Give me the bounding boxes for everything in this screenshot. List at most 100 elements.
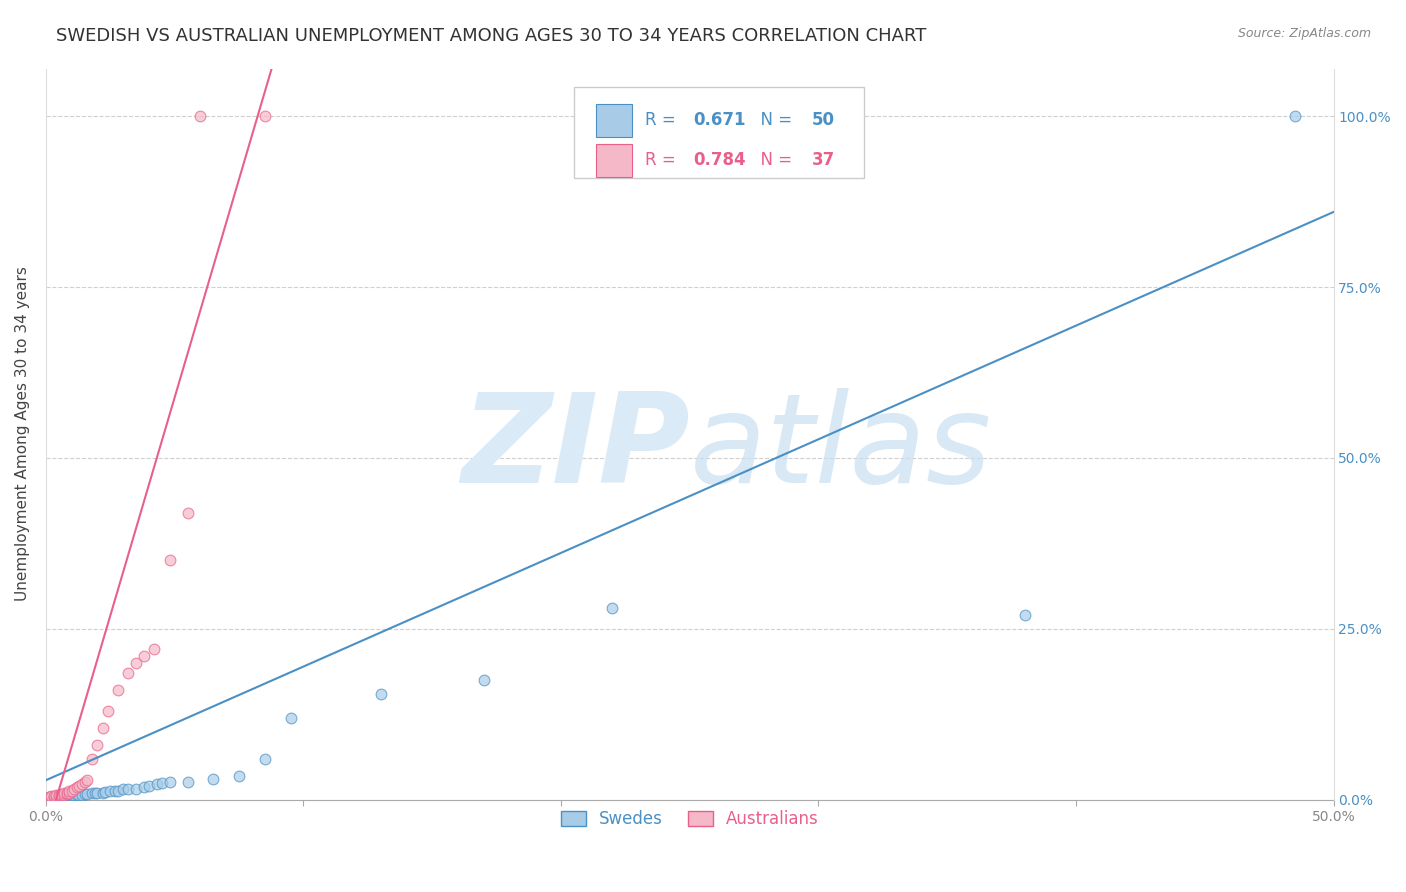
- Point: [39, 791, 62, 805]
- Point: [60, 788, 83, 802]
- Point: [45, 790, 67, 805]
- Point: [51, 789, 73, 803]
- Point: [132, 780, 155, 795]
- Point: [53, 786, 76, 800]
- Point: [176, 506, 198, 520]
- Point: [107, 783, 129, 797]
- Point: [48, 789, 70, 803]
- Point: [86, 738, 108, 752]
- Point: [125, 656, 148, 670]
- Point: [63, 782, 86, 797]
- Point: [94, 785, 117, 799]
- Point: [159, 553, 181, 567]
- Text: 50: 50: [813, 112, 835, 129]
- Text: R =: R =: [645, 112, 681, 129]
- Text: N =: N =: [751, 112, 797, 129]
- Point: [58, 788, 80, 802]
- Point: [63, 789, 86, 803]
- Point: [76, 787, 98, 801]
- Point: [58, 789, 80, 803]
- Text: N =: N =: [751, 152, 797, 169]
- Point: [176, 775, 198, 789]
- Point: [51, 789, 73, 804]
- Point: [602, 601, 624, 615]
- Point: [117, 666, 139, 681]
- Point: [86, 786, 108, 800]
- Point: [117, 781, 139, 796]
- Point: [45, 789, 67, 803]
- Text: 37: 37: [813, 152, 835, 169]
- Point: [48, 789, 70, 803]
- Point: [228, 769, 250, 783]
- Point: [53, 789, 76, 804]
- Y-axis label: Unemployment Among Ages 30 to 34 years: Unemployment Among Ages 30 to 34 years: [15, 267, 30, 601]
- Point: [45, 789, 67, 804]
- Point: [280, 710, 302, 724]
- Text: R =: R =: [645, 152, 681, 169]
- Point: [38, 790, 60, 805]
- Point: [58, 786, 80, 800]
- Point: [145, 777, 167, 791]
- Legend: Swedes, Australians: Swedes, Australians: [554, 804, 825, 835]
- Point: [53, 788, 76, 802]
- Point: [104, 783, 127, 797]
- Point: [159, 775, 181, 789]
- Point: [138, 779, 160, 793]
- Point: [253, 109, 276, 123]
- Point: [83, 786, 105, 800]
- Point: [70, 777, 93, 791]
- Point: [39, 790, 62, 805]
- Point: [1014, 608, 1036, 623]
- Point: [107, 683, 129, 698]
- Point: [73, 787, 96, 801]
- FancyBboxPatch shape: [574, 87, 863, 178]
- FancyBboxPatch shape: [596, 103, 631, 136]
- Point: [202, 772, 225, 786]
- Point: [91, 721, 114, 735]
- Point: [370, 687, 392, 701]
- Point: [150, 776, 173, 790]
- Point: [48, 789, 70, 803]
- Point: [66, 780, 89, 795]
- Point: [69, 779, 91, 793]
- Point: [91, 786, 114, 800]
- Point: [42, 789, 65, 804]
- Point: [112, 782, 135, 797]
- Text: 0.671: 0.671: [693, 112, 747, 129]
- Point: [69, 788, 91, 802]
- Point: [73, 775, 96, 789]
- Point: [253, 751, 276, 765]
- Point: [39, 789, 62, 803]
- Point: [97, 704, 120, 718]
- Point: [55, 789, 77, 803]
- Point: [55, 786, 77, 800]
- Point: [51, 789, 73, 803]
- Text: SWEDISH VS AUSTRALIAN UNEMPLOYMENT AMONG AGES 30 TO 34 YEARS CORRELATION CHART: SWEDISH VS AUSTRALIAN UNEMPLOYMENT AMONG…: [56, 27, 927, 45]
- Point: [45, 789, 67, 803]
- Point: [66, 789, 89, 803]
- Point: [82, 786, 104, 800]
- Point: [42, 789, 65, 804]
- Text: Source: ZipAtlas.com: Source: ZipAtlas.com: [1237, 27, 1371, 40]
- Point: [472, 673, 495, 687]
- Point: [98, 784, 121, 798]
- Point: [60, 784, 83, 798]
- Point: [53, 789, 76, 803]
- FancyBboxPatch shape: [596, 144, 631, 177]
- Point: [38, 790, 60, 805]
- Point: [132, 648, 155, 663]
- Point: [42, 790, 65, 805]
- Point: [76, 773, 98, 788]
- Point: [55, 789, 77, 804]
- Text: ZIP: ZIP: [461, 388, 690, 509]
- Point: [60, 789, 83, 803]
- Point: [42, 789, 65, 803]
- Point: [82, 751, 104, 765]
- Text: atlas: atlas: [690, 388, 991, 509]
- Point: [55, 787, 77, 801]
- Point: [48, 790, 70, 805]
- Text: 0.784: 0.784: [693, 152, 747, 169]
- Point: [143, 642, 166, 657]
- Point: [58, 784, 80, 798]
- Point: [51, 787, 73, 801]
